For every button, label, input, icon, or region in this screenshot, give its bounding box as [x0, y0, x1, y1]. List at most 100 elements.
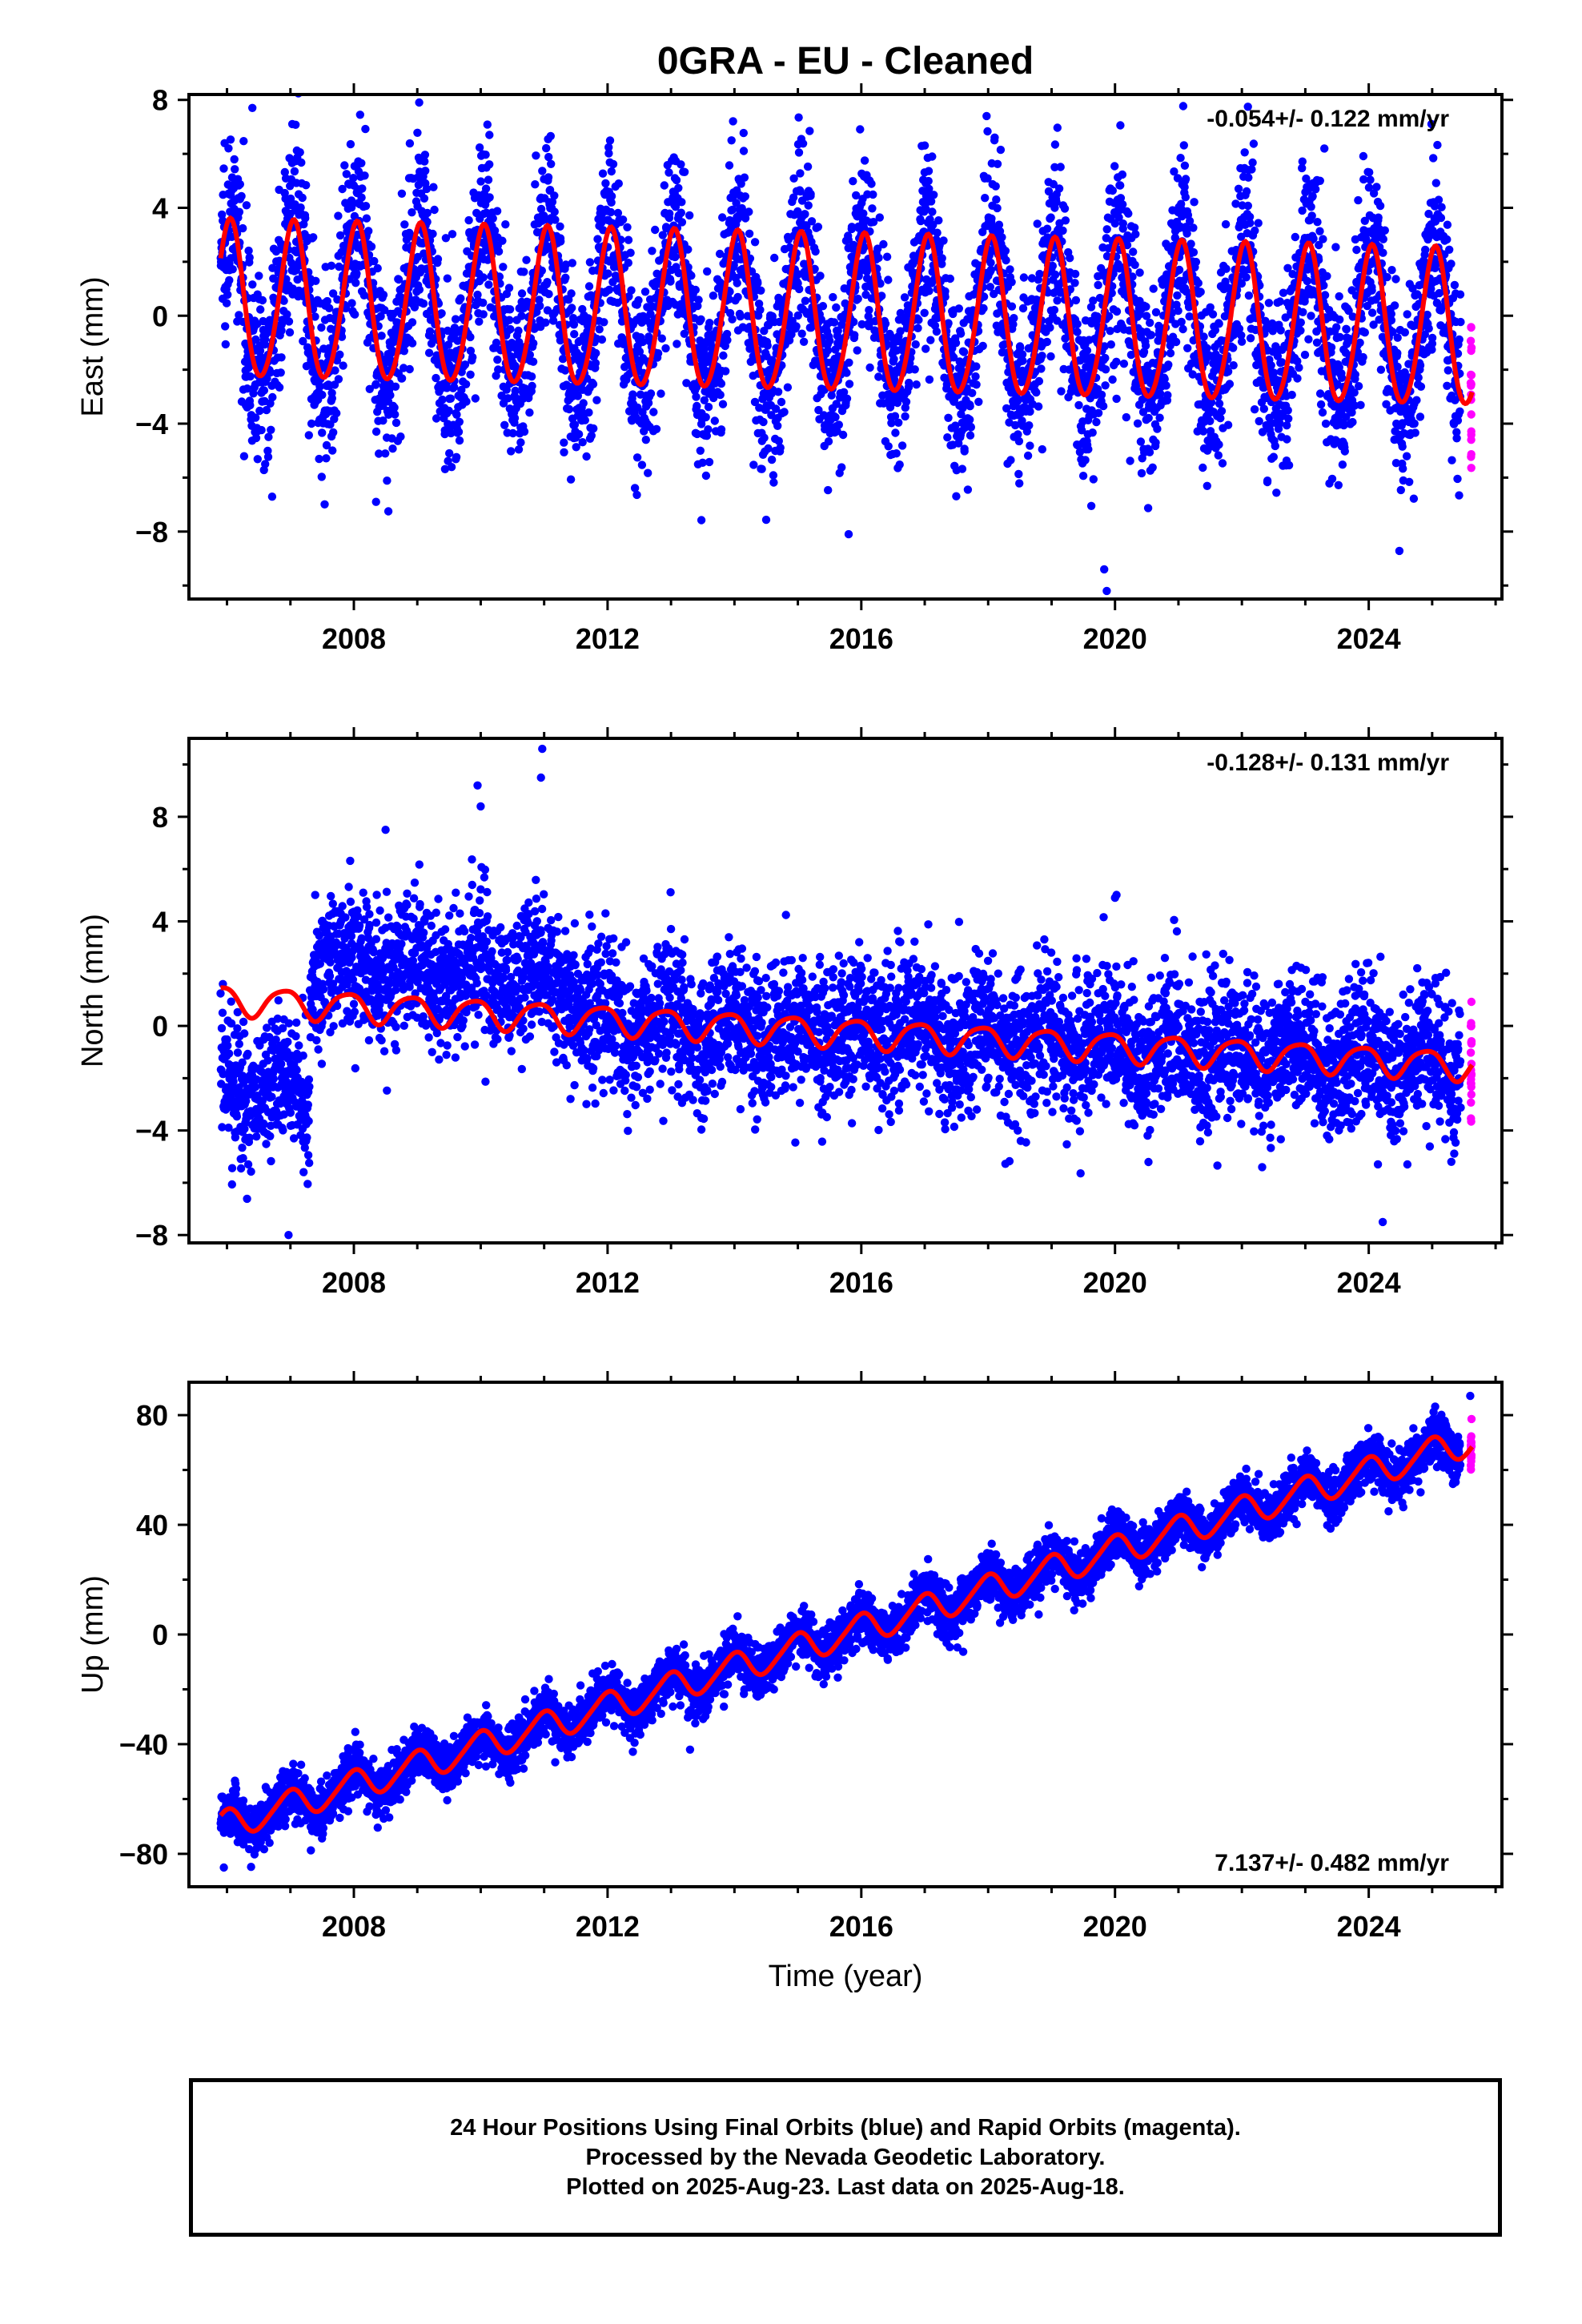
final-orbit-point	[1352, 245, 1361, 255]
final-orbit-point	[1106, 340, 1116, 349]
final-orbit-point	[1365, 168, 1374, 177]
final-orbit-point	[934, 216, 943, 225]
final-orbit-point	[1300, 350, 1310, 360]
final-orbit-point	[333, 295, 342, 304]
final-orbit-point	[1295, 363, 1303, 372]
final-orbit-point	[1396, 485, 1406, 495]
final-orbit-point	[546, 131, 555, 141]
final-orbit-point	[709, 292, 718, 300]
final-orbit-point	[377, 332, 386, 340]
final-orbit-point	[494, 365, 503, 374]
final-orbit-point	[556, 222, 564, 231]
final-orbit-point	[992, 195, 1001, 204]
final-orbit-point	[290, 167, 299, 176]
final-orbit-point	[318, 390, 327, 400]
final-orbit-point	[396, 432, 405, 441]
final-orbit-point	[824, 437, 833, 446]
final-orbit-point	[542, 143, 551, 153]
final-orbit-point	[849, 317, 858, 327]
final-orbit-point	[485, 160, 494, 169]
final-orbit-point	[1360, 328, 1370, 337]
final-orbit-point	[263, 452, 273, 461]
final-orbit-point	[718, 400, 728, 408]
final-orbit-point	[544, 173, 553, 182]
final-orbit-point	[1160, 375, 1169, 384]
final-orbit-point	[328, 289, 338, 298]
final-orbit-point	[1181, 175, 1191, 183]
final-orbit-point	[860, 156, 869, 165]
final-orbit-point	[1089, 296, 1098, 305]
final-orbit-point	[507, 447, 516, 456]
final-orbit-point	[721, 367, 730, 376]
final-orbit-point	[825, 336, 834, 345]
final-orbit-point	[624, 235, 633, 244]
final-orbit-point	[618, 215, 628, 224]
final-orbit-point	[286, 194, 295, 203]
final-orbit-point	[1350, 401, 1359, 410]
final-orbit-point	[506, 324, 515, 334]
final-orbit-point	[1050, 140, 1060, 149]
final-orbit-point	[682, 379, 691, 388]
final-orbit-point	[1058, 226, 1067, 235]
final-orbit-point	[628, 390, 637, 399]
final-orbit-point	[464, 215, 473, 225]
final-orbit-point	[1048, 261, 1058, 271]
final-orbit-point	[806, 190, 815, 199]
final-orbit-point	[672, 175, 681, 185]
final-orbit-point	[1116, 181, 1125, 190]
final-orbit-point	[660, 181, 669, 190]
final-orbit-point	[1134, 387, 1143, 396]
final-orbit-point	[405, 139, 415, 148]
final-orbit-point	[1293, 374, 1302, 383]
final-orbit-point	[584, 314, 592, 323]
final-orbit-point	[986, 258, 995, 267]
final-orbit-point	[1229, 361, 1238, 370]
final-orbit-point	[1338, 460, 1347, 469]
final-orbit-point	[1244, 173, 1253, 182]
final-orbit-point	[262, 405, 271, 415]
final-orbit-point	[623, 223, 632, 231]
final-orbit-point	[979, 292, 989, 301]
final-orbit-point	[924, 167, 934, 175]
final-orbit-point	[1402, 452, 1411, 460]
final-orbit-point	[1050, 270, 1060, 279]
final-orbit-point	[501, 220, 510, 229]
final-orbit-point	[956, 329, 966, 338]
final-orbit-point	[1315, 176, 1325, 185]
final-orbit-point	[960, 447, 969, 456]
final-orbit-point	[387, 346, 397, 355]
final-orbit-point	[1056, 163, 1065, 171]
final-orbit-point	[1170, 167, 1178, 176]
final-orbit-point	[1393, 348, 1402, 358]
final-orbit-point	[1269, 368, 1279, 377]
final-orbit-point	[528, 381, 536, 391]
final-orbit-point	[705, 457, 714, 467]
final-orbit-point	[640, 427, 648, 436]
final-orbit-point	[1283, 263, 1292, 272]
final-orbit-point	[1393, 362, 1402, 372]
final-orbit-point	[391, 418, 401, 428]
final-orbit-point	[1112, 307, 1122, 316]
final-orbit-point	[1348, 417, 1357, 427]
final-orbit-point	[1356, 400, 1365, 409]
final-orbit-point	[1116, 194, 1126, 203]
final-orbit-point	[725, 295, 733, 304]
final-orbit-point	[1054, 184, 1064, 193]
final-orbit-point	[582, 452, 591, 461]
final-orbit-point	[1390, 301, 1399, 310]
final-orbit-point	[1367, 286, 1376, 295]
final-orbit-point	[763, 341, 772, 350]
figure-title: 0GRA - EU - Cleaned	[657, 40, 1034, 82]
final-orbit-point	[315, 454, 323, 464]
final-orbit-point	[597, 335, 607, 344]
final-orbit-point	[267, 425, 275, 434]
final-orbit-point	[1388, 328, 1397, 336]
final-orbit-point	[644, 468, 652, 477]
final-orbit-point	[1360, 216, 1370, 225]
final-orbit-point	[1092, 417, 1101, 427]
final-orbit-point	[1189, 247, 1199, 257]
final-orbit-point	[380, 306, 389, 315]
final-orbit-point	[370, 256, 379, 266]
final-orbit-point	[502, 385, 511, 394]
